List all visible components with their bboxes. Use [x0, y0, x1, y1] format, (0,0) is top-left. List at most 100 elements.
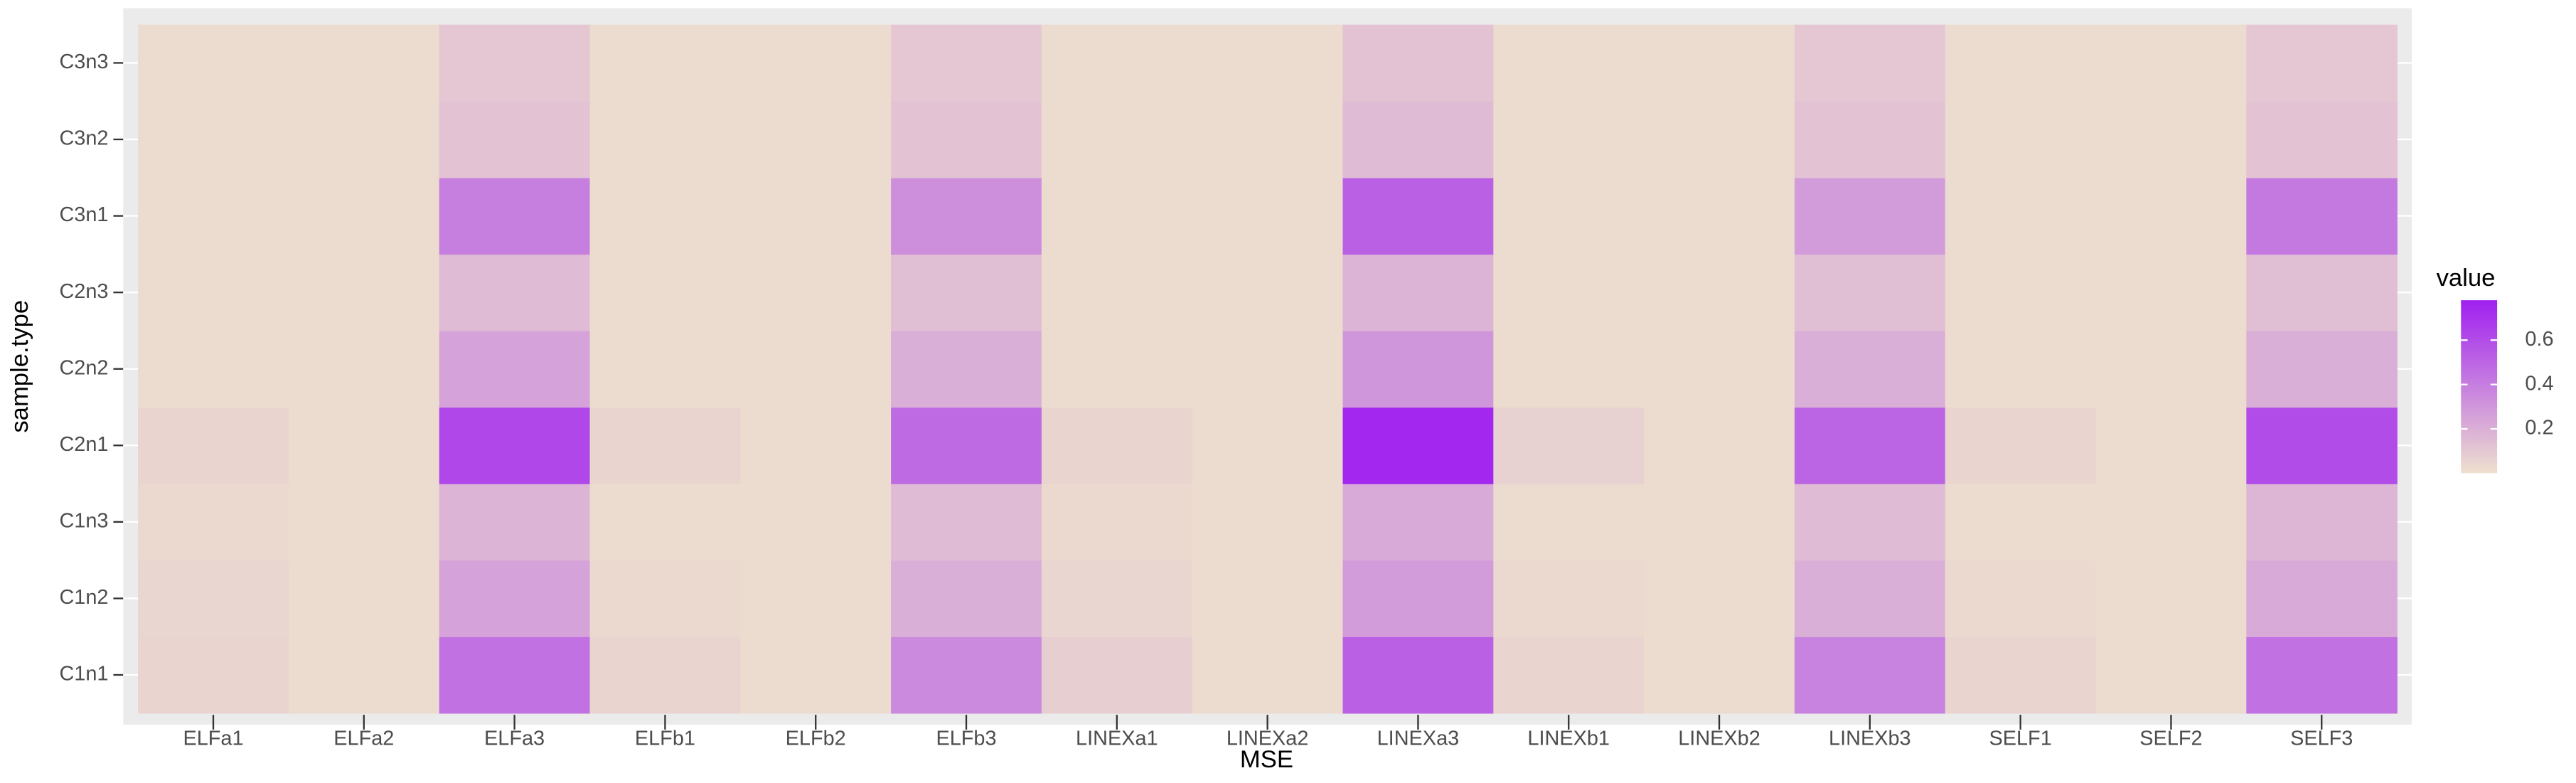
x-tick-label: SELF3: [2290, 727, 2353, 750]
heat-cell: [891, 560, 1042, 637]
heat-cell: [2246, 330, 2398, 408]
heat-cell: [439, 101, 591, 179]
heat-cell: [288, 24, 440, 102]
heat-cell: [1493, 24, 1645, 102]
heat-cell: [1945, 560, 2097, 637]
heat-cell: [288, 177, 440, 255]
legend-tick-label: 0.2: [2525, 417, 2553, 440]
heat-cell: [1493, 636, 1645, 714]
heat-cell: [439, 484, 591, 561]
heat-cell: [891, 177, 1042, 255]
heat-cell: [1493, 330, 1645, 408]
heat-cell: [1644, 560, 1795, 637]
heat-cell: [1342, 560, 1495, 637]
heat-cell: [1945, 24, 2097, 102]
x-tick-label: SELF2: [2139, 727, 2202, 750]
y-tick-label: C3n1: [59, 203, 108, 226]
heat-cell: [2095, 254, 2248, 331]
heat-cell: [1342, 24, 1495, 102]
heat-cell: [1342, 254, 1495, 331]
y-tick-label: C1n1: [59, 663, 108, 686]
x-tick-label: LINEXa3: [1377, 727, 1460, 750]
heat-cell: [2095, 636, 2248, 714]
y-tick-label: C2n1: [59, 433, 108, 456]
heat-cell: [2095, 101, 2248, 179]
heat-cell: [1794, 101, 1946, 179]
heat-cell: [288, 101, 440, 179]
heat-cell: [1192, 254, 1344, 331]
y-tick-label: C1n2: [59, 586, 108, 609]
heat-cell: [1945, 177, 2097, 255]
heat-cell: [589, 24, 741, 102]
heat-cell: [891, 254, 1042, 331]
heat-cell: [1945, 330, 2097, 408]
heat-cell: [1041, 24, 1193, 102]
heat-cell: [2246, 407, 2398, 484]
legend-tick-label: 0.6: [2525, 328, 2553, 351]
heat-cell: [1192, 636, 1344, 714]
heat-cell: [891, 101, 1042, 179]
heat-cell: [891, 24, 1042, 102]
heat-cell: [589, 254, 741, 331]
heat-cell: [1945, 254, 2097, 331]
y-tick-label: C3n2: [59, 127, 108, 150]
heat-cell: [740, 407, 892, 484]
heat-cell: [2246, 560, 2398, 637]
heat-cell: [2246, 254, 2398, 331]
heat-cell: [1342, 484, 1495, 561]
heat-cell: [740, 330, 892, 408]
heat-cell: [1342, 101, 1495, 179]
heat-cell: [589, 407, 741, 484]
heat-cell: [589, 177, 741, 255]
heat-cell: [1041, 177, 1193, 255]
heat-cell: [1192, 330, 1344, 408]
heat-cell: [439, 177, 591, 255]
heat-cell: [439, 407, 591, 484]
heat-cell: [288, 330, 440, 408]
heat-cell: [740, 560, 892, 637]
heat-cell: [1945, 636, 2097, 714]
heat-cell: [288, 254, 440, 331]
y-tick-label: C2n3: [59, 280, 108, 303]
heat-cell: [138, 101, 289, 179]
heat-cell: [891, 636, 1042, 714]
heat-cell: [138, 560, 289, 637]
heat-cell: [1192, 177, 1344, 255]
x-tick-label: ELFa2: [333, 727, 394, 750]
x-tick-label: LINEXb3: [1829, 727, 1911, 750]
heat-cell: [1945, 101, 2097, 179]
heat-cell: [439, 254, 591, 331]
heat-cell: [138, 24, 289, 102]
heat-cell: [1794, 254, 1946, 331]
heat-cell: [1644, 636, 1795, 714]
x-tick-label: ELFb1: [635, 727, 695, 750]
heat-cell: [1192, 101, 1344, 179]
heat-cell: [2095, 330, 2248, 408]
heat-cell: [1192, 560, 1344, 637]
heat-cell: [589, 330, 741, 408]
heat-cell: [138, 484, 289, 561]
heat-cell: [1342, 330, 1495, 408]
heat-cell: [1644, 484, 1795, 561]
heat-cell: [1644, 407, 1795, 484]
heat-cell: [2246, 636, 2398, 714]
heat-cell: [1794, 560, 1946, 637]
heat-cell: [439, 560, 591, 637]
x-tick-label: ELFa1: [183, 727, 243, 750]
x-tick-label: SELF1: [1989, 727, 2051, 750]
heat-cell: [138, 636, 289, 714]
heat-cell: [288, 407, 440, 484]
heat-cell: [2246, 101, 2398, 179]
heat-cell: [439, 636, 591, 714]
y-tick-label: C3n3: [59, 50, 108, 73]
colorbar: [2461, 300, 2498, 474]
x-tick-label: ELFb3: [936, 727, 996, 750]
heat-cell: [2095, 407, 2248, 484]
heat-cell: [2095, 560, 2248, 637]
heat-cell: [1493, 484, 1645, 561]
heat-cell: [740, 484, 892, 561]
heat-cell: [1041, 484, 1193, 561]
heat-cell: [740, 24, 892, 102]
heat-cell: [589, 101, 741, 179]
